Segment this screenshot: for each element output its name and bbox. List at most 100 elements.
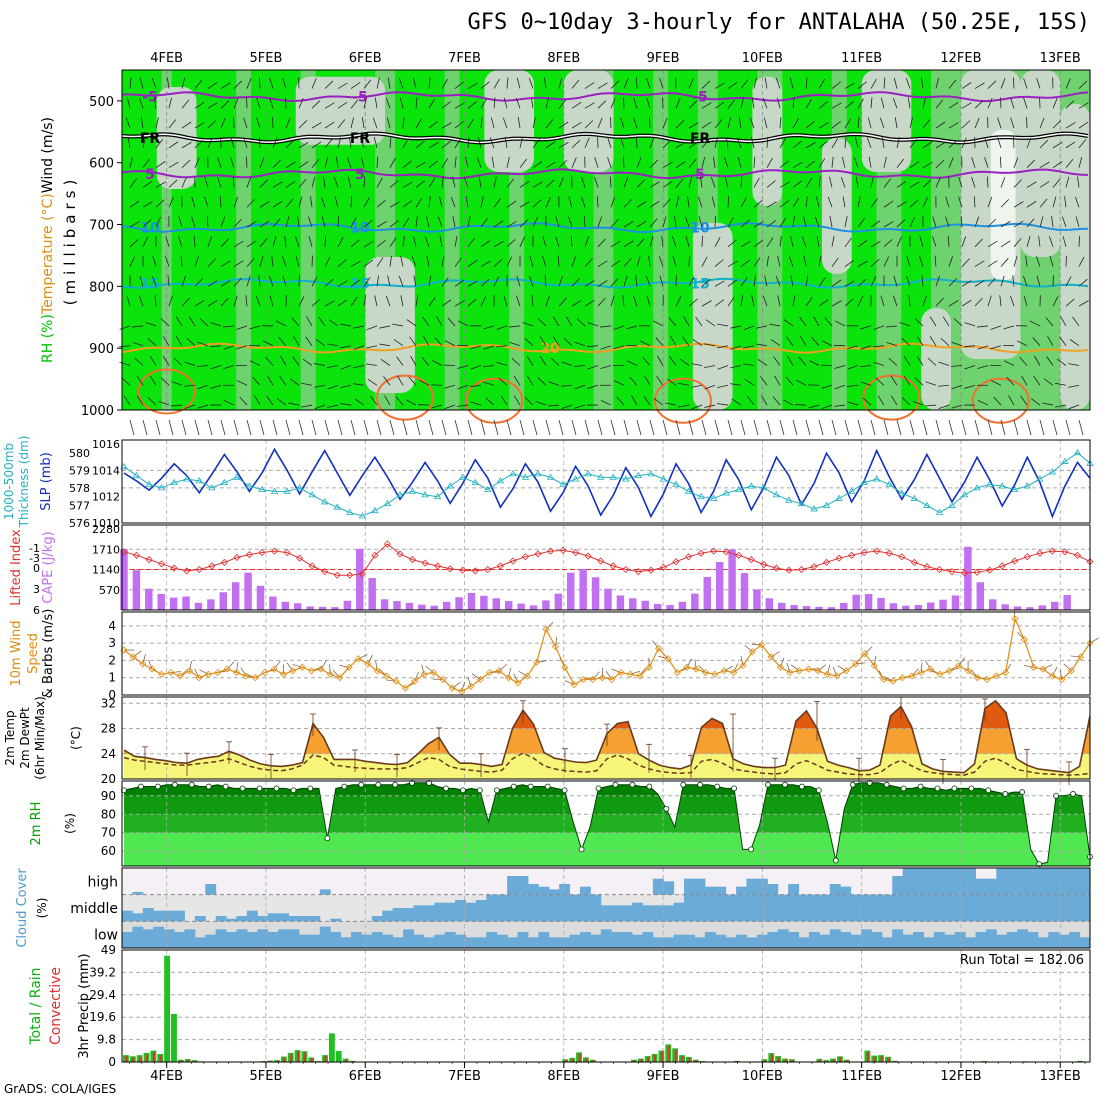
rh-point (476, 787, 483, 794)
thickness-point (634, 471, 643, 478)
y-tick-label: 1012 (92, 491, 120, 504)
cloud-bar (215, 929, 227, 948)
thickness-point (684, 487, 693, 494)
wind-barb (792, 140, 802, 149)
wind-barb (656, 376, 664, 386)
wind-barb (311, 100, 321, 109)
wind-barb (363, 277, 371, 287)
wind-barb (233, 80, 243, 89)
wind-barb (406, 399, 417, 406)
cloud-bar (1079, 894, 1091, 922)
lifted-index-point (760, 560, 768, 569)
lifted-index-point (797, 565, 806, 574)
wind-barb (961, 120, 971, 129)
wind-barb (1036, 275, 1041, 287)
wind-barb (340, 384, 352, 389)
wind-barb (496, 361, 508, 366)
wind-barb (649, 218, 658, 228)
wind-barb (544, 275, 547, 287)
wind-barb (951, 365, 963, 367)
rh-low-region (1020, 70, 1061, 257)
wind-barb (151, 78, 157, 89)
thickness-point (998, 482, 1006, 489)
y-tick-label: 2 (108, 653, 116, 667)
wind-barb (803, 216, 807, 228)
cloud-bar (538, 932, 550, 948)
wind-barb-10m (498, 664, 508, 672)
wind-barb (197, 365, 209, 367)
wind-barb (220, 297, 229, 307)
lifted-index-point (898, 553, 906, 561)
cloud-bar (985, 894, 997, 922)
wind-barb (803, 255, 807, 267)
thickness-point (609, 473, 617, 480)
wind-barb (276, 398, 287, 406)
wind-barb (753, 77, 757, 89)
cloud-bar (465, 937, 477, 948)
wind-barb (379, 343, 391, 347)
cape-bar (504, 601, 513, 610)
wind-barb (571, 122, 582, 129)
wind-barb (1000, 199, 1009, 208)
wind-barb-10m (320, 660, 327, 670)
wind-barb-surface (844, 419, 850, 436)
wind-barb (197, 341, 209, 347)
wind-barb (779, 200, 790, 208)
wind-barb (268, 275, 274, 287)
thickness-point (383, 499, 392, 507)
wind-barb (678, 404, 690, 408)
wind-barb (945, 196, 950, 208)
wind-speed-point (908, 672, 916, 680)
wind-barb (701, 121, 712, 129)
thickness-point (772, 491, 781, 498)
wind-barb-surface (142, 419, 148, 436)
wind-speed-point (579, 675, 588, 684)
wind-barb (688, 176, 693, 188)
wind-barb (932, 216, 937, 228)
wind-barb (1029, 320, 1041, 327)
thickness-point (597, 473, 605, 480)
wind-barb (376, 156, 379, 168)
panel-label: (6hr Min/Max) (33, 696, 47, 780)
wind-barb (168, 295, 173, 307)
wind-barb (906, 255, 911, 267)
wind-barb (751, 295, 755, 307)
precip-convective-bar (290, 1053, 293, 1062)
thickness-point (672, 480, 680, 487)
wind-speed-point (448, 684, 456, 692)
wind-barb (1062, 236, 1067, 247)
wind-barb (441, 176, 444, 188)
cloud-bar (559, 894, 571, 922)
cloud-bar (330, 918, 342, 922)
wind-barb (421, 356, 430, 366)
wind-barb (999, 295, 1002, 307)
lifted-index-point (396, 550, 404, 558)
wind-speed-point (439, 675, 447, 684)
rh-line (123, 782, 1091, 865)
side-label: Lifted Index (9, 529, 24, 606)
wind-speed-point (776, 663, 785, 671)
wind-barb (905, 78, 911, 89)
wind-barb (441, 101, 451, 109)
wind-barb (162, 336, 170, 346)
cloud-bar (382, 934, 394, 948)
wind-barb (766, 237, 774, 248)
wind-barb (467, 237, 475, 248)
wind-barb (766, 255, 769, 267)
wind-speed-point (645, 663, 653, 671)
wind-barb (400, 255, 404, 267)
lifted-index-point (710, 547, 718, 555)
y-tick-label: 20 (101, 772, 116, 786)
lifted-index-point (371, 551, 379, 559)
wind-barb (428, 177, 436, 188)
cloud-bar (288, 916, 300, 922)
lifted-index-point (496, 562, 504, 570)
y-tick-label: 500 (89, 95, 114, 110)
wind-barb-surface (1078, 419, 1084, 436)
wind-barb (129, 239, 139, 248)
wind-barb (713, 156, 716, 168)
wind-barb (730, 365, 742, 369)
wind-barb-surface (1026, 419, 1032, 436)
wind-barb (513, 375, 521, 386)
wind-barb (327, 343, 339, 347)
